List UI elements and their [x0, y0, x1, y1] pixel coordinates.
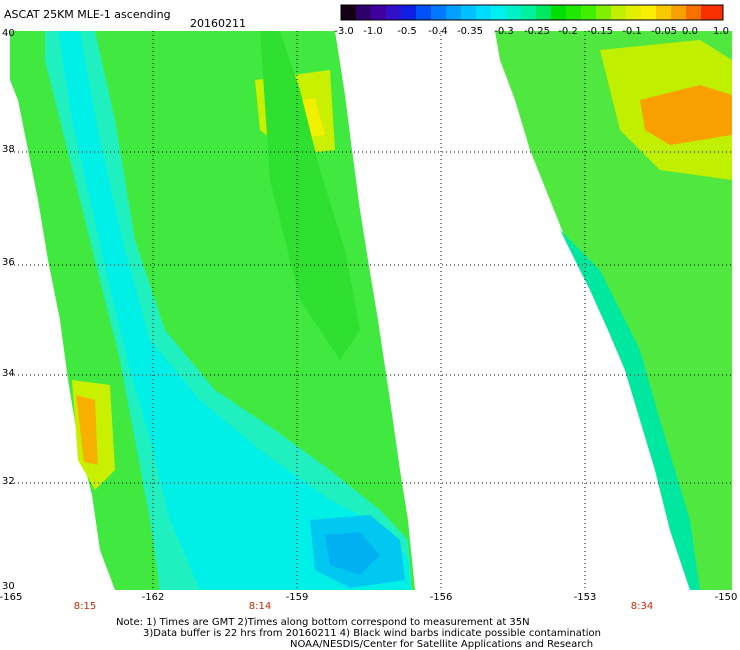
cbar-label: -0.2 — [558, 26, 578, 37]
cbar-label: -0.3 — [494, 26, 514, 37]
lat-tick-label: 40 — [2, 28, 15, 39]
swath-left-orange-sw — [76, 395, 98, 465]
cbar-label: -0.35 — [457, 26, 483, 37]
note-line-1: Note: 1) Times are GMT 2)Times along bot… — [116, 617, 530, 628]
map-date: 20160211 — [190, 17, 246, 30]
lon-tick-label: -153 — [574, 592, 597, 603]
lon-tick-label: -150 — [715, 592, 738, 603]
lon-tick-label: -159 — [286, 592, 309, 603]
cbar-label: 0.0 — [682, 26, 698, 37]
cbar-label: 1.0 — [713, 26, 729, 37]
lon-tick-label: -165 — [0, 592, 22, 603]
map-title: ASCAT 25KM MLE-1 ascending — [4, 8, 171, 21]
lat-tick-label: 34 — [2, 368, 15, 379]
swath-left-green-strip — [190, 31, 360, 360]
lat-tick-label: 38 — [2, 144, 15, 155]
pass-time-label: 8:15 — [74, 601, 96, 612]
swath-right-cyan-edge — [560, 230, 700, 590]
cbar-label: -3.0 — [334, 26, 354, 37]
swath-right-orange — [640, 85, 732, 145]
cbar-label: -0.25 — [524, 26, 550, 37]
cbar-label: -0.4 — [428, 26, 448, 37]
note-line-3: NOAA/NESDIS/Center for Satellite Applica… — [290, 639, 594, 650]
colorbar — [340, 4, 724, 21]
cbar-label: -0.15 — [587, 26, 613, 37]
cbar-label: -0.1 — [622, 26, 642, 37]
pass-time-label: 8:14 — [249, 601, 271, 612]
lon-tick-label: -162 — [142, 592, 165, 603]
swath-left-blue-center — [325, 532, 380, 575]
lat-tick-label: 32 — [2, 476, 15, 487]
lon-tick-label: -156 — [430, 592, 453, 603]
cbar-label: -1.0 — [363, 26, 383, 37]
cbar-label: -0.5 — [397, 26, 417, 37]
note-line-2: 3)Data buffer is 22 hrs from 20160211 4)… — [143, 628, 601, 639]
cbar-label: -0.05 — [651, 26, 677, 37]
pass-time-label: 8:34 — [631, 601, 653, 612]
lat-tick-label: 30 — [2, 581, 15, 592]
lat-tick-label: 36 — [2, 257, 15, 268]
